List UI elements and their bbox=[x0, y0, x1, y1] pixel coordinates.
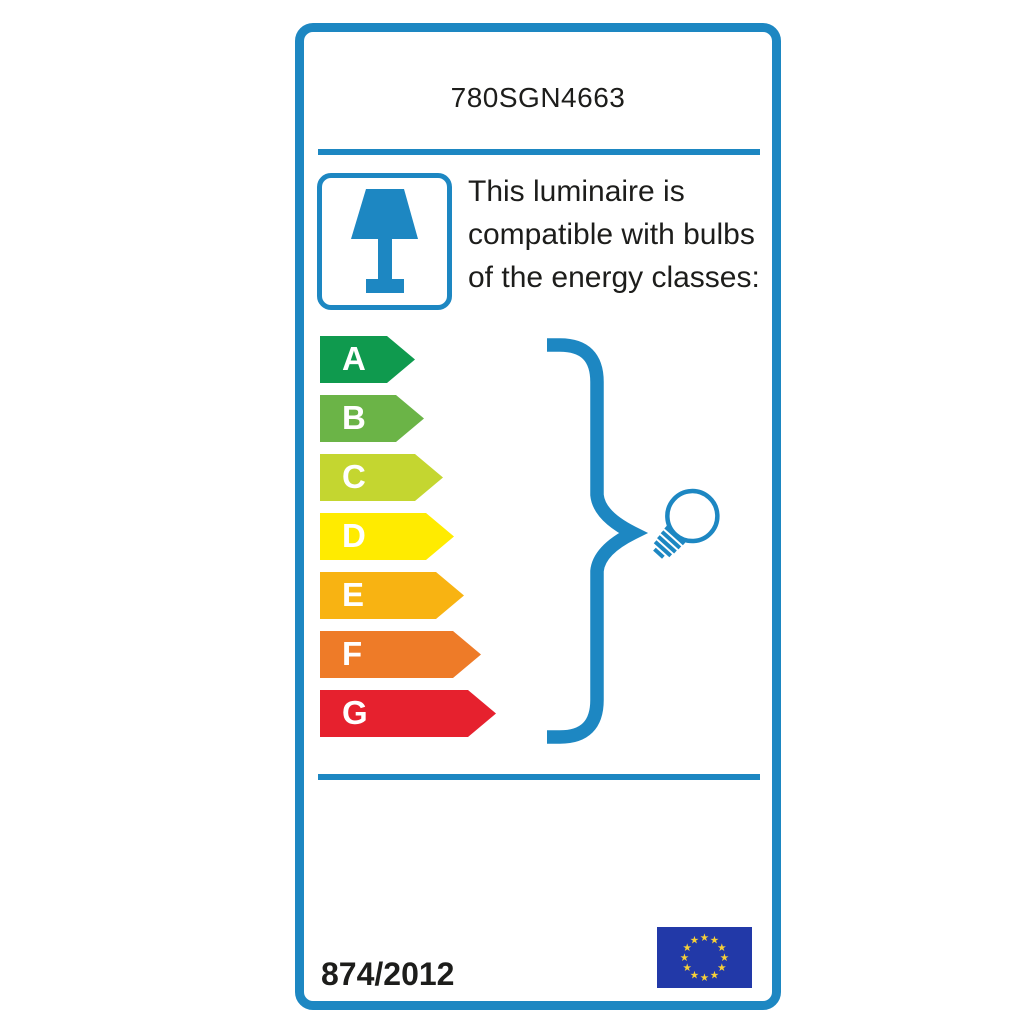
lamp-base bbox=[366, 279, 404, 293]
energy-class-letter: C bbox=[342, 458, 366, 495]
star-icon: ★ bbox=[710, 935, 719, 947]
table-lamp-icon bbox=[351, 189, 418, 293]
star-icon: ★ bbox=[710, 969, 719, 981]
star-icon: ★ bbox=[720, 952, 729, 964]
star-icon: ★ bbox=[690, 969, 699, 981]
star-icon: ★ bbox=[717, 942, 726, 954]
energy-class-letter: A bbox=[342, 340, 366, 377]
energy-class-arrow-e: E bbox=[320, 572, 464, 619]
eu-flag-field bbox=[657, 927, 752, 988]
energy-class-letter: B bbox=[342, 399, 366, 436]
star-icon: ★ bbox=[680, 952, 689, 964]
star-icon: ★ bbox=[700, 932, 709, 944]
model-number: 780SGN4663 bbox=[450, 82, 626, 113]
energy-label: 780SGN4663 This luminaire is compatible … bbox=[295, 23, 781, 1010]
energy-class-arrow-a: A bbox=[320, 336, 415, 383]
divider-top bbox=[318, 149, 760, 155]
star-icon: ★ bbox=[700, 972, 709, 984]
curly-brace-icon bbox=[547, 338, 649, 744]
regulation-number: 874/2012 bbox=[321, 956, 455, 992]
energy-class-arrow-b: B bbox=[320, 395, 424, 442]
divider-bottom bbox=[318, 774, 760, 780]
energy-class-letter: F bbox=[342, 635, 363, 672]
light-bulb-icon bbox=[653, 488, 720, 559]
energy-class-arrow-c: C bbox=[320, 454, 443, 501]
star-icon: ★ bbox=[717, 962, 726, 974]
curly-brace-path bbox=[547, 338, 649, 744]
energy-class-arrow-d: D bbox=[320, 513, 454, 560]
description-text: This luminaire is compatible with bulbs … bbox=[468, 170, 768, 299]
star-icon: ★ bbox=[690, 935, 699, 947]
description-line: of the energy classes: bbox=[468, 261, 760, 294]
star-icon: ★ bbox=[682, 942, 691, 954]
lamp-shade bbox=[351, 189, 418, 239]
eu-flag: ★ ★ ★ ★ ★ ★ ★ ★ ★ ★ ★ ★ bbox=[657, 927, 752, 988]
description-line: compatible with bulbs bbox=[468, 218, 755, 251]
luminaire-icon-frame bbox=[317, 173, 452, 310]
eu-flag-stars: ★ ★ ★ ★ ★ ★ ★ ★ ★ ★ ★ ★ bbox=[680, 932, 729, 984]
description-line: This luminaire is bbox=[468, 175, 685, 208]
star-icon: ★ bbox=[682, 962, 691, 974]
energy-class-arrow-f: F bbox=[320, 631, 481, 678]
light-bulb-shape bbox=[653, 488, 720, 559]
energy-class-letter: G bbox=[342, 694, 368, 731]
energy-class-letter: E bbox=[342, 576, 365, 613]
energy-class-arrow-g: G bbox=[320, 690, 496, 737]
energy-class-letter: D bbox=[342, 517, 366, 554]
